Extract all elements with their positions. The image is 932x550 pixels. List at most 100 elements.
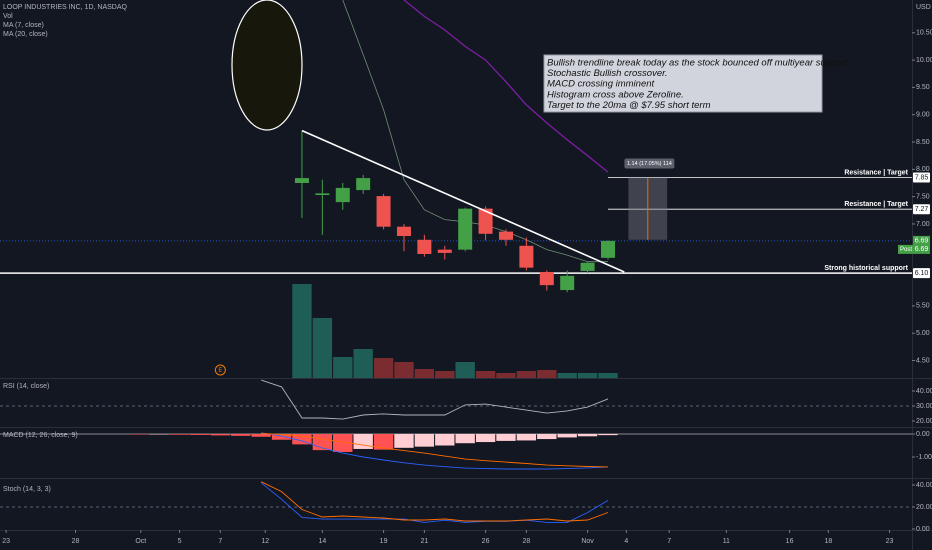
y-tick-label: 8.00 bbox=[916, 166, 930, 173]
candle-body bbox=[315, 193, 330, 196]
legend-entry: MA (20, close) bbox=[3, 31, 48, 38]
volume-bar bbox=[455, 362, 475, 378]
volume-bar bbox=[373, 358, 394, 378]
highlight-ellipse bbox=[231, 0, 303, 131]
volume-bar bbox=[353, 349, 373, 378]
volume-bar bbox=[516, 371, 537, 378]
histogram-bar bbox=[577, 433, 598, 437]
y-tick-label: 5.50 bbox=[916, 303, 930, 310]
axis-last-label: 6.69 bbox=[915, 238, 929, 245]
candle-body bbox=[396, 226, 411, 236]
x-tick-label: 7 bbox=[667, 538, 671, 545]
line-label: Strong historical support bbox=[824, 265, 908, 272]
histogram-bar bbox=[516, 433, 537, 441]
line-label: Resistance | Target bbox=[844, 169, 908, 176]
y-tick-label: 30.00 bbox=[916, 403, 932, 410]
histogram-bar bbox=[496, 433, 516, 441]
histogram-bar bbox=[373, 433, 394, 450]
candle-body bbox=[356, 178, 371, 191]
volume-bar bbox=[557, 373, 577, 378]
x-tick-label: 5 bbox=[178, 538, 182, 545]
y-tick-label: 10.00 bbox=[916, 57, 932, 64]
axis-price-box bbox=[913, 204, 930, 215]
measure-label-box bbox=[624, 158, 675, 169]
note-line: MACD crossing imminent bbox=[547, 79, 655, 90]
histogram-bar bbox=[455, 433, 475, 444]
histogram-bar bbox=[557, 433, 577, 438]
macd-pane bbox=[0, 432, 912, 470]
candle-body bbox=[437, 249, 452, 253]
x-tick-label: 21 bbox=[420, 538, 428, 545]
candle-body bbox=[376, 196, 391, 227]
histogram-bar bbox=[475, 433, 496, 443]
legend-entry: MA (7, close) bbox=[3, 22, 44, 29]
x-tick-label: 26 bbox=[482, 538, 490, 545]
volume-bar bbox=[537, 370, 557, 378]
y-tick-label: 8.50 bbox=[916, 139, 930, 146]
y-tick-label: -1.00 bbox=[916, 454, 932, 461]
x-tick-label: Nov bbox=[581, 538, 594, 545]
pane-title: Stoch (14, 3, 3) bbox=[3, 486, 51, 493]
candle-body bbox=[417, 239, 432, 255]
volume-bar bbox=[496, 373, 516, 378]
y-tick-label: 7.00 bbox=[916, 221, 930, 228]
axis-price-label: 7.27 bbox=[915, 206, 929, 213]
candle-body bbox=[498, 231, 513, 240]
histogram-bar bbox=[353, 433, 373, 449]
post-box bbox=[898, 244, 930, 254]
y-tick-label: 9.50 bbox=[916, 84, 930, 91]
histogram-bar bbox=[190, 433, 210, 435]
y-tick-label: 40.00 bbox=[916, 388, 932, 395]
volume-bar bbox=[598, 373, 618, 378]
y-tick-label: 4.50 bbox=[916, 357, 930, 364]
y-tick-label: 0.00 bbox=[916, 431, 930, 438]
histogram-bar bbox=[292, 433, 312, 445]
note: Bullish trendline break today as the sto… bbox=[543, 54, 850, 113]
candle-body bbox=[458, 208, 473, 250]
candle-body bbox=[580, 262, 595, 271]
line-label: Resistance | Target bbox=[844, 201, 908, 208]
histogram-bar bbox=[271, 433, 292, 440]
note-line: Stochastic Bullish crossover. bbox=[547, 68, 668, 79]
histogram-bar bbox=[537, 433, 557, 440]
candle-body bbox=[519, 245, 534, 268]
stoch-pane bbox=[0, 481, 912, 523]
y-tick-label: 40.00 bbox=[916, 482, 932, 489]
y-tick-label: 20.00 bbox=[916, 418, 932, 425]
note-line: Histogram cross above Zeroline. bbox=[547, 89, 684, 100]
x-tick-label: 14 bbox=[318, 538, 326, 545]
x-tick-label: 4 bbox=[624, 538, 628, 545]
histogram-bar bbox=[169, 433, 190, 435]
pane-title: RSI (14, close) bbox=[3, 383, 49, 390]
x-tick-label: 28 bbox=[522, 538, 530, 545]
y-tick-label: 0.00 bbox=[916, 526, 930, 533]
volume-bar bbox=[394, 362, 414, 378]
x-tick-label: 19 bbox=[380, 538, 388, 545]
volume-bar bbox=[312, 318, 333, 378]
y-tick-label: 7.50 bbox=[916, 193, 930, 200]
axis-price-box bbox=[913, 268, 930, 279]
x-tick-label: 16 bbox=[786, 538, 794, 545]
note-line: Bullish trendline break today as the sto… bbox=[547, 58, 850, 69]
stoch-line bbox=[261, 481, 609, 522]
candle-body bbox=[478, 208, 493, 234]
histogram-bar bbox=[251, 433, 271, 437]
candle-body bbox=[294, 178, 309, 183]
macd-line bbox=[261, 432, 609, 470]
candle-body bbox=[335, 187, 350, 203]
rsi-pane bbox=[0, 379, 912, 420]
x-tick-label: 12 bbox=[261, 538, 269, 545]
candle-body bbox=[560, 275, 575, 291]
moving-average bbox=[403, 0, 609, 173]
histogram-bar bbox=[333, 433, 353, 452]
price-pane: E bbox=[0, 0, 912, 378]
chart-title: LOOP INDUSTRIES INC, 1D, NASDAQ bbox=[3, 4, 128, 11]
stoch-line bbox=[260, 482, 609, 523]
pane-title: MACD (12, 26, close, 9) bbox=[3, 432, 78, 439]
volume-bar bbox=[475, 371, 496, 378]
histogram-bar bbox=[231, 433, 251, 436]
measure-label: 1.14 (17.05%) 114 bbox=[627, 161, 672, 167]
volume-bar bbox=[414, 369, 435, 378]
y-tick-label: 20.00 bbox=[916, 504, 932, 511]
